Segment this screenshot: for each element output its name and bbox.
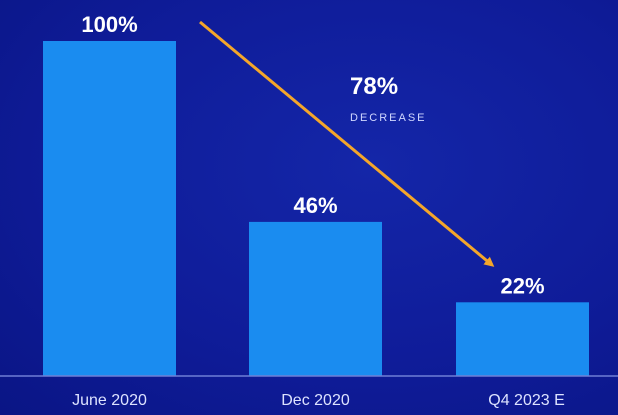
category-labels-group: June 2020 Dec 2020 Q4 2023 E: [72, 392, 565, 409]
bar-value-label-1: 46%: [293, 193, 337, 218]
category-label-1: Dec 2020: [281, 392, 350, 409]
bar-value-label-2: 22%: [500, 273, 544, 298]
value-labels-group: 100% 46% 22%: [81, 12, 544, 298]
annotation-value: 78%: [350, 73, 398, 100]
decrease-arrow: [199, 20, 495, 267]
bar-2: [456, 302, 589, 376]
bar-1: [249, 221, 382, 376]
bars-group: [43, 41, 589, 376]
bar-0: [43, 41, 176, 376]
category-label-2: Q4 2023 E: [488, 392, 565, 409]
category-label-0: June 2020: [72, 392, 147, 409]
annotation-caption: DECREASE: [350, 112, 427, 124]
bar-value-label-0: 100%: [81, 12, 137, 37]
